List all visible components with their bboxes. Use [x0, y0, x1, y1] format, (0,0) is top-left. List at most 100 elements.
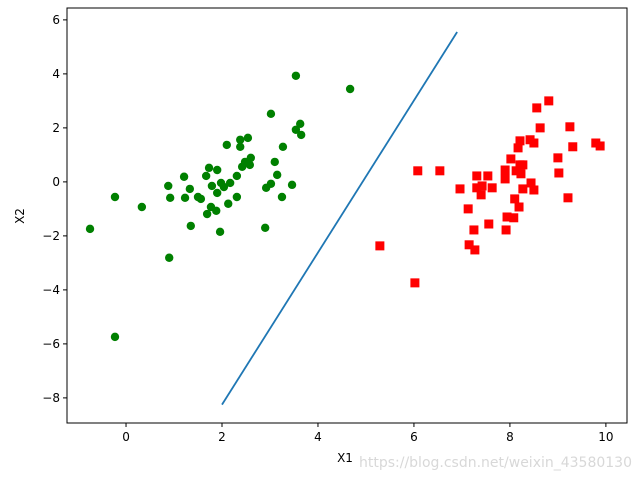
- point: [500, 165, 510, 175]
- x-tick-label: 10: [598, 430, 613, 444]
- point: [196, 194, 206, 204]
- y-tick-label: −8: [42, 391, 60, 405]
- point: [232, 192, 242, 202]
- point: [296, 119, 305, 129]
- point: [513, 143, 523, 153]
- point: [477, 181, 487, 191]
- point: [212, 165, 222, 175]
- point: [506, 154, 516, 164]
- point: [526, 178, 536, 188]
- point: [502, 212, 512, 222]
- y-tick-label: 2: [52, 121, 60, 135]
- point: [246, 153, 255, 163]
- point: [137, 202, 147, 212]
- point: [563, 193, 573, 203]
- point: [463, 204, 473, 214]
- x-tick-label: 4: [314, 430, 322, 444]
- point: [476, 190, 486, 200]
- point: [207, 181, 217, 191]
- point: [595, 141, 605, 151]
- point: [224, 199, 233, 208]
- x-tick-label: 2: [218, 430, 226, 444]
- x-tick-label: 6: [410, 430, 418, 444]
- point: [484, 219, 494, 229]
- y-tick-label: −2: [42, 229, 60, 243]
- point: [472, 183, 482, 193]
- point: [500, 174, 510, 184]
- point: [510, 194, 520, 204]
- point: [487, 183, 497, 193]
- point: [266, 179, 276, 188]
- point: [565, 122, 575, 132]
- y-tick-label: 6: [52, 13, 60, 27]
- point: [568, 142, 578, 152]
- point: [245, 160, 255, 170]
- point: [515, 136, 525, 146]
- point: [219, 182, 229, 192]
- point: [509, 213, 519, 223]
- point: [544, 96, 554, 106]
- point: [272, 170, 282, 180]
- point: [501, 225, 511, 235]
- point: [518, 160, 528, 170]
- point: [202, 209, 212, 219]
- point: [165, 253, 174, 262]
- point: [413, 166, 423, 176]
- point: [375, 241, 385, 251]
- y-axis-label: X2: [13, 208, 27, 224]
- point: [278, 142, 288, 151]
- point: [455, 184, 465, 194]
- line: [221, 31, 458, 406]
- point: [266, 109, 276, 119]
- point: [164, 181, 173, 191]
- point: [483, 171, 493, 181]
- point: [204, 163, 214, 173]
- point: [516, 169, 526, 179]
- x-axis-label: X1: [337, 451, 353, 465]
- point: [529, 138, 539, 148]
- point: [296, 130, 306, 140]
- y-tick-label: 0: [52, 175, 60, 189]
- point: [212, 206, 221, 215]
- point: [212, 188, 222, 198]
- point: [291, 125, 301, 134]
- point: [179, 172, 189, 181]
- point: [554, 168, 564, 178]
- point: [410, 278, 420, 288]
- x-tick-label: 8: [506, 430, 514, 444]
- point: [270, 157, 279, 167]
- point: [110, 332, 120, 342]
- y-tick-label: −6: [42, 337, 60, 351]
- point: [165, 193, 175, 203]
- point: [215, 227, 225, 237]
- point: [110, 192, 120, 202]
- y-tick-label: 4: [52, 67, 60, 81]
- point: [225, 178, 235, 188]
- point: [529, 185, 539, 195]
- point: [287, 180, 297, 190]
- point: [236, 135, 245, 144]
- point: [553, 153, 563, 163]
- point: [469, 225, 479, 235]
- point: [185, 184, 195, 194]
- point: [232, 171, 242, 181]
- point: [435, 166, 445, 176]
- point: [514, 202, 524, 212]
- point: [180, 193, 190, 203]
- y-tick-label: −4: [42, 283, 60, 297]
- point: [464, 240, 474, 250]
- plot-frame: [66, 7, 628, 424]
- point: [291, 71, 301, 80]
- point: [470, 245, 480, 255]
- point: [201, 171, 211, 181]
- x-tick-label: 0: [122, 430, 130, 444]
- point: [532, 103, 542, 113]
- point: [535, 123, 545, 133]
- point: [260, 223, 270, 232]
- point: [243, 133, 253, 143]
- watermark: https://blog.csdn.net/weixin_43580130: [359, 455, 632, 471]
- point: [345, 84, 355, 94]
- point: [472, 171, 482, 181]
- point: [186, 221, 196, 231]
